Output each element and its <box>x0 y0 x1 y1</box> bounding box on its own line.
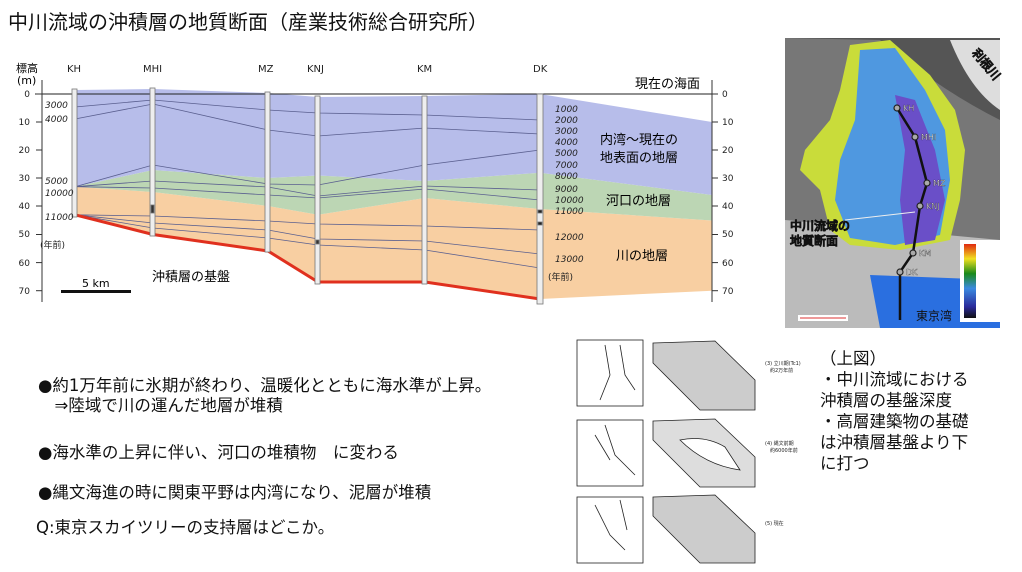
age-label: 3000 <box>45 101 68 111</box>
age-label: 3000 <box>555 127 578 137</box>
question-text: Q:東京スカイツリーの支持層はどこか。 <box>36 518 335 537</box>
age-label: 10000 <box>555 196 584 206</box>
figure-note: （上図） ・中川流域における 沖積層の基盤深度 ・高層建築物の基礎 は沖積層基盤… <box>820 348 969 474</box>
sketch-caption: (5) 現在 <box>765 520 784 527</box>
block-diagram <box>652 494 756 564</box>
basement-depth-map: KH MHI MZ KNJ KM DK 利根川 中川流域の 地質断面 東京湾 <box>785 38 1004 328</box>
age-label: 7000 <box>555 161 578 171</box>
section-label: 地質断面 <box>790 233 838 248</box>
tick-label: 60 <box>19 259 31 269</box>
age-label: 4000 <box>45 115 68 125</box>
note-line: に打つ <box>820 454 870 473</box>
sketch-caption: 約6000年前 <box>770 447 798 454</box>
borehole-label: KM <box>417 64 432 75</box>
tick-label: 0 <box>722 90 728 100</box>
layer-label-lower: 川の地層 <box>616 249 668 264</box>
time-lines <box>74 99 541 269</box>
slide-title: 中川流域の沖積層の地質断面（産業技術総合研究所） <box>8 10 488 34</box>
sketch-map <box>576 419 644 487</box>
map-point-label: KNJ <box>926 202 940 211</box>
basement-label: 沖積層の基盤 <box>152 270 230 285</box>
layer-lower-river <box>75 186 712 299</box>
sketch-caption: (4) 縄文前期 <box>765 440 794 447</box>
borehole-label: DK <box>533 64 548 75</box>
scale-label: 5 km <box>82 277 110 290</box>
borehole-label: MZ <box>258 64 274 75</box>
bullet-item: ●約1万年前に氷期が終わり、温暖化とともに海水準が上昇。 ⇒陸域で川の運んだ地層… <box>38 376 491 416</box>
layer-label-upper: 地表面の地層 <box>600 151 678 166</box>
tick-label: 70 <box>722 287 734 297</box>
note-line: ・中川流域における <box>820 370 969 389</box>
paleogeography-sketches: (3) 立川期(Tc1) 約2万年前 (4) 縄文前期 約6000年前 (5) … <box>576 339 801 564</box>
tick-label: 20 <box>19 146 31 156</box>
age-label: 11000 <box>555 207 584 217</box>
map-point-label: KM <box>919 249 931 258</box>
borehole-label: KNJ <box>307 64 324 75</box>
axis-unit: (m) <box>17 74 36 87</box>
tick-label: 50 <box>722 230 734 240</box>
layer-upper-bay <box>75 89 712 195</box>
age-label: 2000 <box>555 116 578 126</box>
block-diagram <box>652 340 756 411</box>
tick-label: 30 <box>722 174 734 184</box>
bullet-text: ●約1万年前に氷期が終わり、温暖化とともに海水準が上昇。 <box>38 376 492 395</box>
tick-label: 40 <box>722 202 734 212</box>
borehole-label: KH <box>67 64 81 75</box>
tick-label: 70 <box>19 287 31 297</box>
tick-label: 0 <box>24 90 30 100</box>
age-label: 13000 <box>555 255 584 265</box>
tick-label: 20 <box>722 146 734 156</box>
borehole-labels: KH MHI MZ KNJ KM DK <box>67 64 548 75</box>
layer-middle-estuary <box>75 170 712 221</box>
tick-label: 30 <box>19 174 31 184</box>
tick-label: 50 <box>19 230 31 240</box>
map-point-label: KH <box>903 104 914 113</box>
sketch-caption: 約2万年前 <box>770 367 793 374</box>
age-label: 11000 <box>45 213 74 223</box>
geologic-cross-section: 0 10 20 30 40 50 60 70 0 10 20 30 40 50 … <box>16 61 734 305</box>
age-label: 9000 <box>555 185 578 195</box>
age-label: 5000 <box>555 149 578 159</box>
note-line: 沖積層の基盤深度 <box>820 391 952 410</box>
map-point-label: MZ <box>933 179 946 188</box>
layer-label-middle: 河口の地層 <box>606 194 671 209</box>
sketch-caption: (3) 立川期(Tc1) <box>765 360 801 367</box>
section-points <box>893 104 931 276</box>
age-label: 12000 <box>555 233 584 243</box>
tick-label: 40 <box>19 202 31 212</box>
bullet-item: ●海水準の上昇に伴い、河口の堆積物 に変わる <box>38 443 399 462</box>
bullet-item: ●縄文海進の時に関東平野は内湾になり、泥層が堆積 <box>38 483 432 502</box>
age-label: (年前) <box>548 271 573 283</box>
bay-label: 東京湾 <box>916 308 952 323</box>
age-label: 5000 <box>45 177 68 187</box>
borehole-label: MHI <box>143 64 162 75</box>
age-label: (年前) <box>40 239 65 251</box>
tick-label: 10 <box>19 118 31 128</box>
note-line: （上図） <box>820 349 886 368</box>
note-line: ・高層建築物の基礎 <box>820 412 969 431</box>
axis-label: 標高 <box>16 61 38 75</box>
age-label: 10000 <box>45 189 74 199</box>
tick-label: 10 <box>722 118 734 128</box>
borehole-columns <box>71 87 544 305</box>
layer-label-upper: 内湾～現在の <box>600 132 678 148</box>
bullet-subtext: ⇒陸域で川の運んだ地層が堆積 <box>38 396 283 415</box>
age-label: 1000 <box>555 105 578 115</box>
age-label: 8000 <box>555 172 578 182</box>
basement-line <box>74 213 541 301</box>
map-point-label: MHI <box>921 133 936 142</box>
age-labels-dk: 1000 2000 3000 4000 5000 7000 8000 9000 … <box>548 105 584 283</box>
sea-level-label: 現在の海面 <box>635 77 700 92</box>
age-labels-left: 3000 4000 5000 10000 11000 (年前) <box>40 101 74 251</box>
note-line: は沖積層基盤より下 <box>820 433 969 452</box>
map-point-label: DK <box>906 268 918 277</box>
age-label: 4000 <box>555 138 578 148</box>
scale-bar <box>61 290 131 293</box>
tick-label: 60 <box>722 259 734 269</box>
section-label: 中川流域の <box>790 218 850 233</box>
depth-ticks: 0 10 20 30 40 50 60 70 0 10 20 30 40 50 … <box>19 90 734 297</box>
